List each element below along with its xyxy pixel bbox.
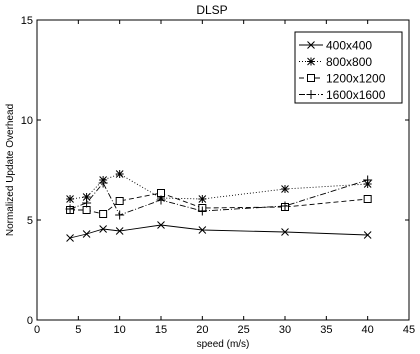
data-point	[115, 210, 125, 220]
data-point	[82, 193, 91, 201]
legend-entry: 1200x1200	[299, 72, 386, 86]
series-line	[69, 224, 368, 239]
data-point	[82, 206, 91, 214]
y-tick-label: 0	[27, 315, 33, 327]
data-point	[115, 227, 124, 235]
legend: 400x400 800x800 1200x1200 1600x1600	[294, 31, 403, 104]
legend-label: 1600x1600	[326, 88, 386, 102]
x-tick-label: 15	[155, 324, 167, 336]
x-tick-label: 25	[238, 324, 250, 336]
data-point	[281, 185, 289, 193]
series-400x400	[66, 221, 372, 242]
data-point	[156, 195, 166, 205]
legend-label: 1200x1200	[326, 72, 386, 86]
data-point	[197, 206, 207, 216]
data-point	[281, 228, 289, 236]
legend-entry: 800x800	[299, 55, 372, 69]
data-point	[99, 225, 107, 233]
series-layer	[65, 170, 373, 242]
data-point	[82, 230, 91, 238]
data-point	[363, 195, 372, 203]
data-point	[198, 195, 207, 203]
data-point	[280, 201, 290, 211]
x-tick-label: 40	[362, 324, 374, 336]
data-point	[115, 197, 124, 205]
x-tick-label: 20	[196, 324, 208, 336]
data-point	[99, 210, 108, 218]
x-tick-label: 0	[34, 324, 40, 336]
legend-entry: 1600x1600	[299, 88, 386, 102]
plot-area	[36, 19, 410, 321]
series-800x800	[66, 170, 372, 203]
y-tick-label: 10	[21, 115, 33, 127]
data-point	[66, 234, 74, 242]
x-axis-title: speed (m/s)	[197, 339, 250, 350]
data-point	[82, 198, 92, 208]
data-point	[66, 195, 75, 203]
series-line	[69, 179, 368, 216]
data-point	[98, 178, 108, 188]
data-point	[363, 175, 373, 185]
legend-marker	[307, 74, 315, 82]
data-point	[363, 231, 372, 239]
series-line	[70, 173, 368, 200]
x-tick-label: 35	[320, 324, 332, 336]
y-tick-label: 5	[27, 215, 33, 227]
legend-label: 400x400	[326, 39, 372, 53]
y-tick-label: 15	[21, 15, 33, 27]
legend-label: 800x800	[326, 55, 372, 69]
legend-marker	[306, 90, 316, 99]
data-point	[198, 226, 207, 234]
legend-marker	[307, 57, 315, 66]
data-point	[115, 170, 124, 178]
x-tick-label: 10	[114, 324, 126, 336]
y-axis-title: Normalized Update Overhead	[5, 104, 16, 236]
x-tick-label: 5	[75, 324, 81, 336]
series-line	[70, 192, 368, 215]
legend-marker	[307, 41, 315, 49]
x-tick-label: 30	[279, 324, 291, 336]
data-point	[157, 189, 165, 197]
legend-entry: 400x400	[299, 39, 372, 53]
x-tick-label: 45	[403, 324, 415, 336]
chart-title: DLSP	[196, 3, 227, 17]
data-point	[65, 204, 75, 214]
data-point	[157, 221, 165, 229]
series-1600x1600	[65, 175, 373, 220]
axis-ticks: 0 5 10 15 20 25 30 35 40 45 0 5 10 15	[21, 15, 415, 336]
